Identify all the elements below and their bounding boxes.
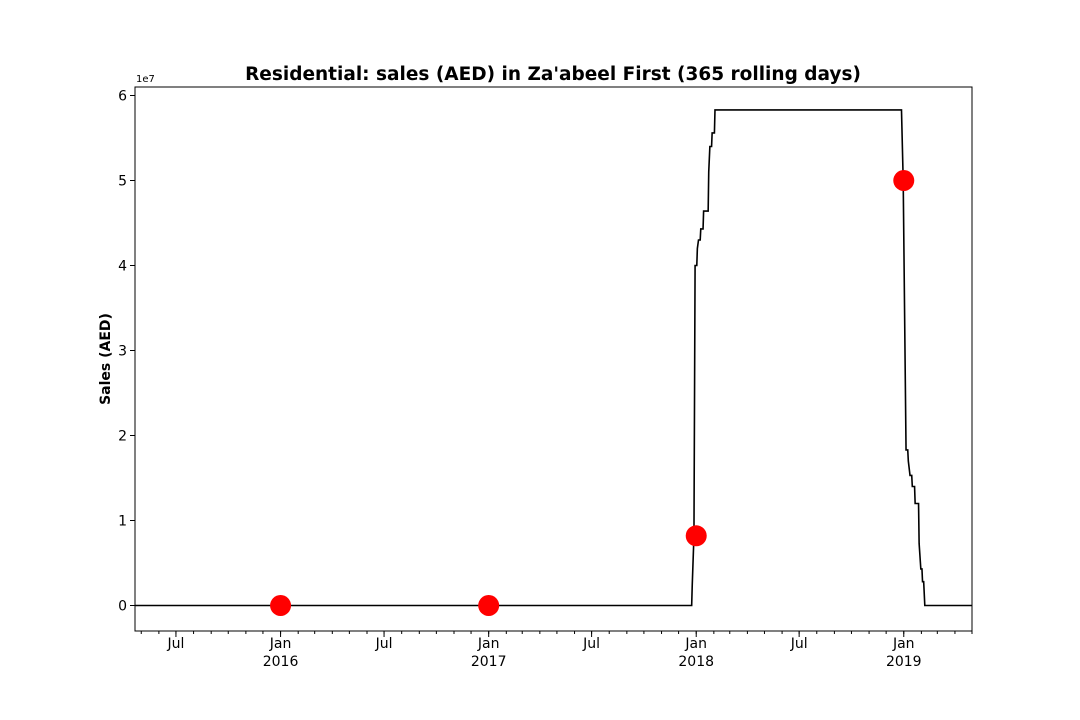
y-tick-label: 3	[118, 344, 127, 360]
x-tick-year-label: 2017	[471, 654, 507, 670]
data-point-marker	[478, 595, 500, 616]
y-tick-label: 5	[118, 174, 127, 190]
x-tick-year-label: 2019	[886, 654, 922, 670]
x-tick-label: Jan	[477, 636, 500, 652]
marker-layer	[270, 170, 915, 616]
data-point-marker	[685, 525, 707, 547]
series-line	[135, 109, 972, 607]
y-tick-label: 4	[118, 259, 127, 275]
y-axis-offset-label: 1e7	[136, 74, 155, 85]
y-tick-label: 0	[118, 599, 127, 615]
x-tick-label: Jul	[582, 636, 600, 652]
x-tick-label: Jul	[166, 636, 184, 652]
data-point-marker	[270, 595, 292, 616]
x-tick-label: Jan	[269, 636, 292, 652]
x-tick-label: Jan	[684, 636, 707, 652]
x-tick-label: Jan	[892, 636, 915, 652]
x-tick-year-label: 2016	[263, 654, 299, 670]
series-layer	[135, 109, 972, 607]
y-axis: 0 1 2 3 4 5 6	[118, 89, 135, 615]
plot-frame	[134, 86, 973, 632]
x-axis: Jul Jan 2016 Jul Jan 2017 Jul Jan 2018 Jul Jan 2019	[140, 631, 973, 670]
y-tick-label: 2	[118, 429, 127, 445]
data-point-marker	[893, 170, 915, 191]
y-tick-label: 6	[118, 89, 127, 105]
y-axis-label: Sales (AED)	[98, 313, 114, 405]
x-tick-label: Jul	[790, 636, 808, 652]
y-tick-label: 1	[118, 514, 127, 530]
x-tick-year-label: 2018	[678, 654, 714, 670]
chart-title: Residential: sales (AED) in Za'abeel Fir…	[245, 64, 861, 85]
x-tick-label: Jul	[375, 636, 393, 652]
